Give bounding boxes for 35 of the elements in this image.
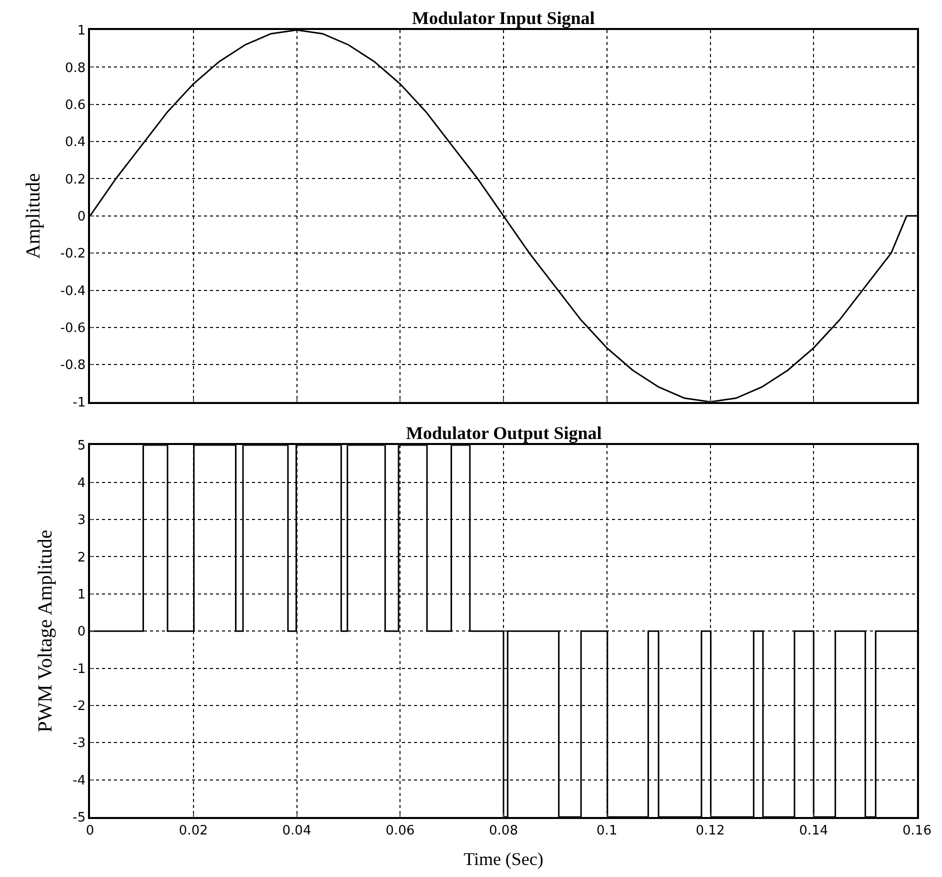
chart-title: Modulator Output Signal <box>406 423 602 443</box>
y-tick-label: -2 <box>72 698 86 714</box>
y-tick-label: -0.2 <box>60 246 86 262</box>
y-tick-label: 0.6 <box>64 98 86 113</box>
x-tick-label: 0.1 <box>596 823 618 838</box>
y-tick-label: 4 <box>77 476 86 491</box>
y-axis-title: PWM Voltage Amplitude <box>34 530 57 732</box>
y-tick-label: -1 <box>72 662 86 677</box>
y-tick-label: -1 <box>72 395 86 410</box>
y-tick-label: 0.2 <box>64 172 86 188</box>
x-tick-label: 0.14 <box>799 823 828 838</box>
y-tick-label: 3 <box>77 513 86 528</box>
y-tick-label: -3 <box>72 736 86 752</box>
x-tick-label: 0.12 <box>696 823 725 838</box>
y-tick-label: 1 <box>77 587 86 602</box>
y-axis-title: Amplitude <box>22 173 44 259</box>
y-tick-label: 5 <box>77 438 86 454</box>
y-tick-label: 1 <box>77 24 86 39</box>
y-tick-label: 2 <box>77 550 86 566</box>
y-tick-label: -4 <box>72 773 86 788</box>
x-tick-label: 0.06 <box>386 823 415 838</box>
x-tick-label: 0.16 <box>902 823 932 838</box>
x-tick-label: 0.02 <box>178 823 208 838</box>
y-tick-label: 0 <box>77 209 86 224</box>
y-tick-label: 0.8 <box>64 60 86 76</box>
chart-title: Modulator Input Signal <box>412 8 595 28</box>
y-tick-label: 0 <box>77 624 86 640</box>
y-tick-label: -0.8 <box>60 358 86 374</box>
y-tick-label: -0.6 <box>60 321 86 336</box>
x-tick-label: 0.08 <box>489 823 518 838</box>
y-tick-label: 0.4 <box>64 135 86 150</box>
x-axis-title: Time (Sec) <box>464 848 544 869</box>
x-tick-label: 0.04 <box>282 823 312 838</box>
y-tick-label: -5 <box>72 810 86 826</box>
y-tick-label: -0.4 <box>60 284 86 299</box>
